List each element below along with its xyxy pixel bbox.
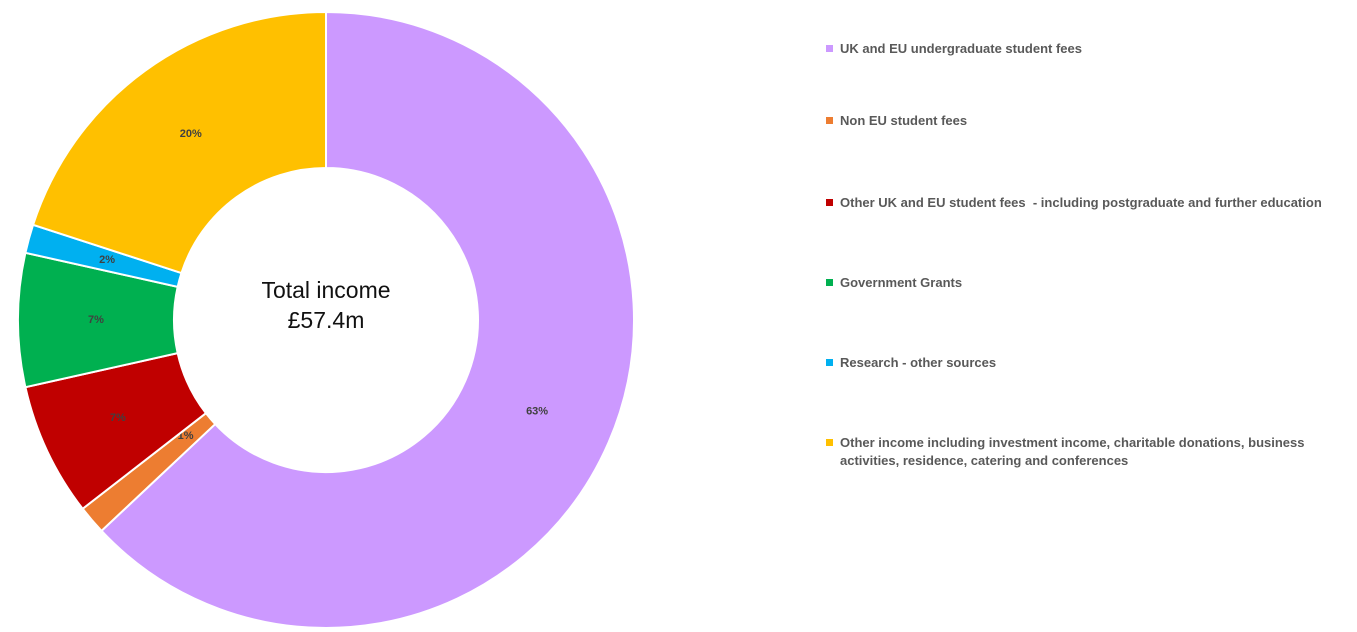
- legend-item-other-uk-eu: Other UK and EU student fees - including…: [826, 194, 1346, 212]
- legend-swatch: [826, 359, 833, 366]
- center-title: Total income: [261, 277, 391, 303]
- legend-label: UK and EU undergraduate student fees: [840, 41, 1082, 56]
- data-label-gov-grants: 7%: [88, 314, 104, 326]
- legend-label: Non EU student fees: [840, 113, 968, 128]
- legend-label: Other UK and EU student fees - including…: [840, 195, 1322, 210]
- legend-label: Government Grants: [840, 275, 963, 290]
- slice-other-income: [31, 10, 327, 275]
- legend-swatch: [826, 117, 833, 124]
- legend-item-research: Research - other sources: [826, 354, 1346, 372]
- legend-item-other-income: Other income including investment income…: [826, 434, 1346, 470]
- legend-swatch: [826, 199, 833, 206]
- data-label-research: 2%: [99, 254, 115, 266]
- center-total-value: £57.4m: [287, 307, 365, 333]
- legend-swatch: [826, 439, 833, 446]
- legend-label: Research - other sources: [840, 355, 997, 370]
- legend-swatch: [826, 279, 833, 286]
- legend-item-gov-grants: Government Grants: [826, 274, 1346, 292]
- donut-chart-svg: 63%1%7%7%2%20%: [17, 10, 635, 629]
- slice-uk-eu-undergrad: [100, 10, 635, 629]
- data-label-other-uk-eu: 7%: [110, 412, 126, 424]
- legend-label: Other income including investment income…: [840, 435, 1309, 468]
- legend-item-non-eu: Non EU student fees: [826, 112, 1346, 130]
- data-label-uk-eu-undergrad: 63%: [526, 405, 548, 417]
- legend-item-uk-eu-undergrad: UK and EU undergraduate student fees: [826, 40, 1346, 58]
- legend-swatch: [826, 45, 833, 52]
- data-label-other-income: 20%: [180, 128, 202, 140]
